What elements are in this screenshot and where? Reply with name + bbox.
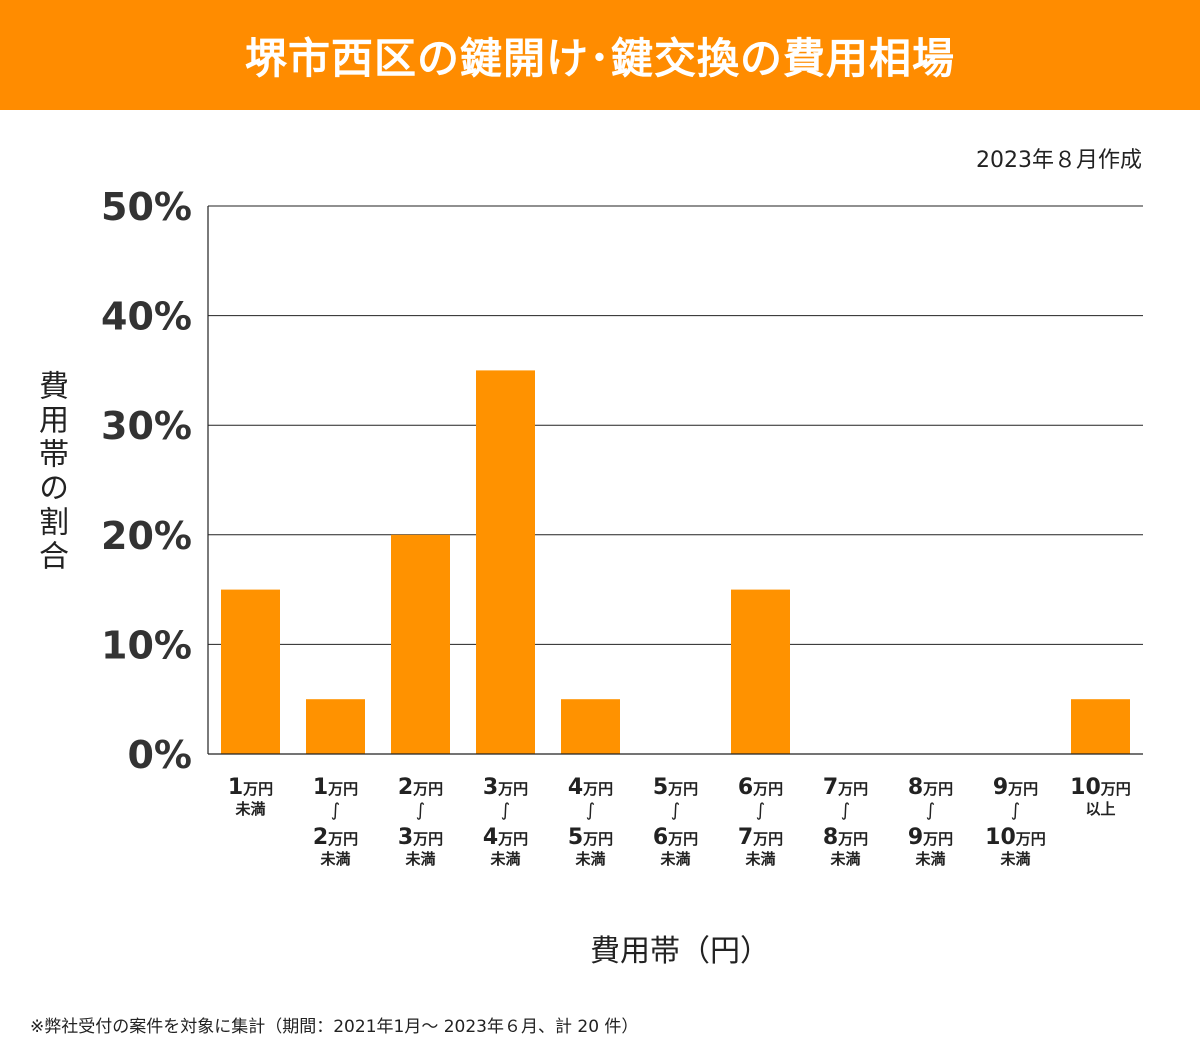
x-tick-suffix: 未満	[914, 850, 945, 868]
x-tick-label: 3万円	[483, 775, 528, 800]
x-tick-label: 5万円	[653, 775, 698, 800]
x-tick-range-mark: ∫	[841, 800, 850, 821]
x-tick-suffix: 未満	[404, 850, 435, 868]
x-tick-label: 9万円	[993, 775, 1038, 800]
x-axis-label: 費用帯（円）	[590, 934, 770, 969]
x-tick-label: 2万円	[398, 775, 443, 800]
y-axis-label: 費用帯の割合	[33, 370, 68, 574]
x-tick-suffix: 未満	[234, 800, 265, 818]
x-tick-label: 6万円	[738, 775, 783, 800]
x-tick-suffix: 以上	[1085, 800, 1115, 818]
bar	[476, 370, 535, 754]
x-tick-label: 7万円	[823, 775, 868, 800]
x-tick-suffix: 未満	[659, 850, 690, 868]
header-banner: 堺市西区の鍵開け･鍵交換の費用相場	[0, 0, 1200, 110]
y-tick-label: 30%	[101, 404, 192, 448]
y-tick-label: 0%	[127, 733, 192, 777]
y-tick-label: 40%	[101, 295, 192, 339]
x-tick-label: 9万円	[908, 825, 953, 850]
page-title: 堺市西区の鍵開け･鍵交換の費用相場	[244, 33, 955, 83]
x-tick-label: 3万円	[398, 825, 443, 850]
x-tick-suffix: 未満	[489, 850, 520, 868]
x-tick-label: 10万円	[1070, 775, 1131, 800]
x-tick-range-mark: ∫	[671, 800, 680, 821]
x-tick-label: 7万円	[738, 825, 783, 850]
x-tick-range-mark: ∫	[926, 800, 935, 821]
x-tick-range-mark: ∫	[501, 800, 510, 821]
y-tick-label: 50%	[101, 185, 192, 229]
x-tick-suffix: 未満	[744, 850, 775, 868]
bar	[1071, 699, 1130, 754]
x-tick-label: 10万円	[985, 825, 1046, 850]
x-tick-suffix: 未満	[829, 850, 860, 868]
bar	[561, 699, 620, 754]
x-tick-label: 6万円	[653, 825, 698, 850]
x-tick-label: 2万円	[313, 825, 358, 850]
created-date: 2023年８月作成	[976, 148, 1142, 173]
x-tick-label: 8万円	[908, 775, 953, 800]
x-tick-suffix: 未満	[999, 850, 1030, 868]
bar	[731, 589, 790, 754]
bar	[391, 534, 450, 754]
x-tick-range-mark: ∫	[416, 800, 425, 821]
x-tick-label: 1万円	[228, 775, 273, 800]
x-tick-range-mark: ∫	[1011, 800, 1020, 821]
x-tick-label: 4万円	[483, 825, 528, 850]
x-tick-label: 4万円	[568, 775, 613, 800]
bar	[221, 589, 280, 754]
x-tick-suffix: 未満	[574, 850, 605, 868]
x-tick-label: 8万円	[823, 825, 868, 850]
x-tick-suffix: 未満	[319, 850, 350, 868]
x-tick-range-mark: ∫	[756, 800, 765, 821]
bar	[306, 699, 365, 754]
x-tick-range-mark: ∫	[331, 800, 340, 821]
footnote: ※弊社受付の案件を対象に集計（期間：2021年1月～ 2023年６月、計 20 …	[30, 1017, 639, 1037]
y-tick-label: 20%	[101, 514, 192, 558]
x-tick-range-mark: ∫	[586, 800, 595, 821]
y-tick-label: 10%	[101, 623, 192, 667]
x-tick-label: 1万円	[313, 775, 358, 800]
x-tick-label: 5万円	[568, 825, 613, 850]
